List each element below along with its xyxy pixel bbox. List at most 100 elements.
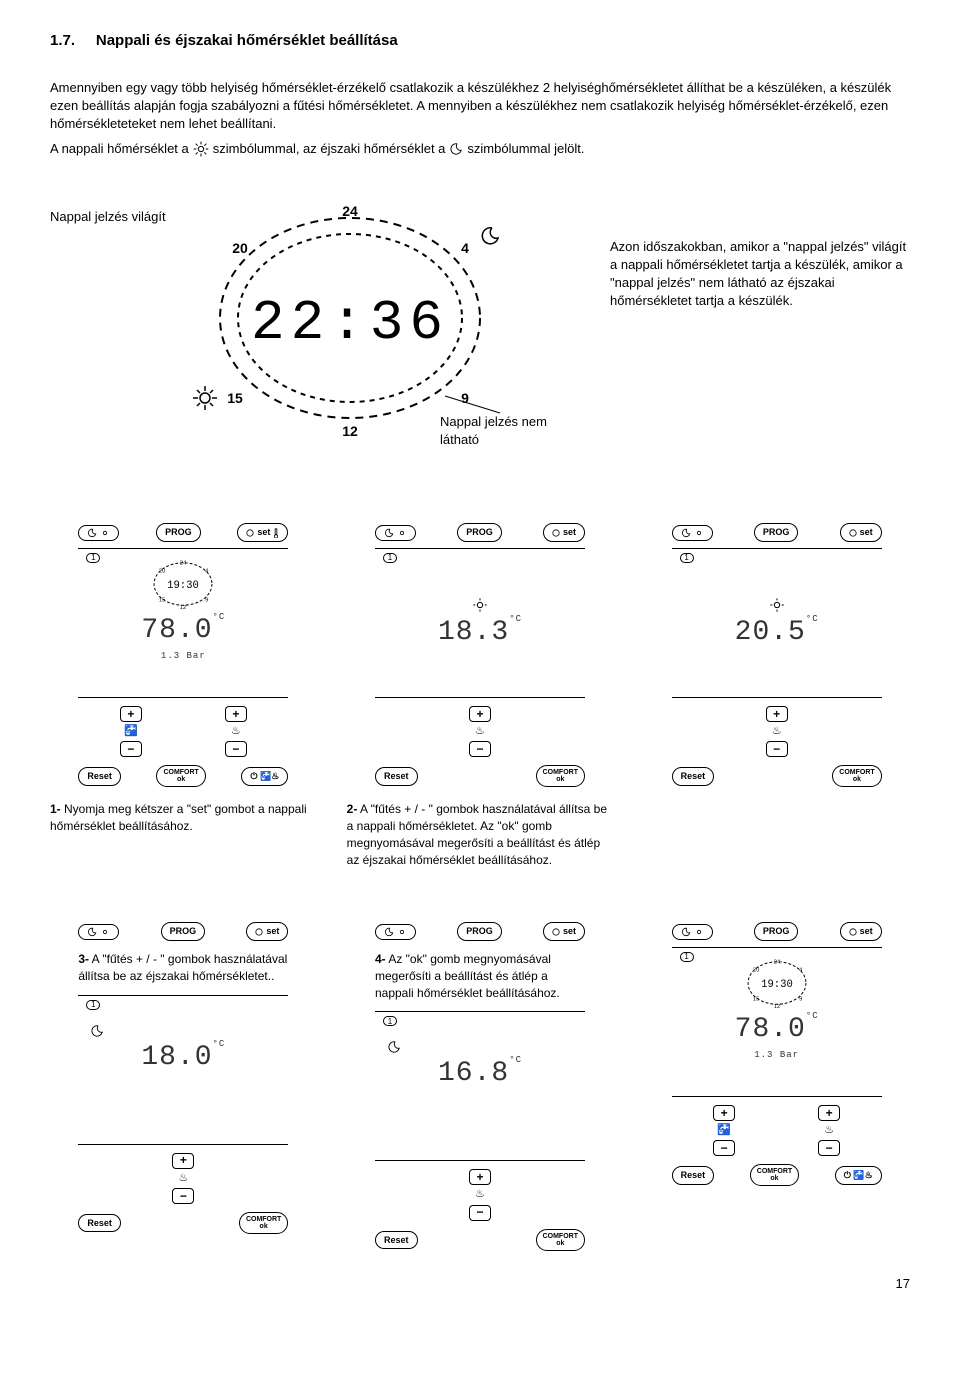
set-button[interactable]: set [246,922,288,941]
prog-button[interactable]: PROG [156,523,201,542]
prog-button[interactable]: PROG [161,922,206,941]
lcd-display: 1 18.0°C [78,995,288,1145]
steps-row-2: PROG set 3- A "fűtés + / - " gombok hasz… [50,918,910,1254]
set-button[interactable]: set [237,523,288,542]
set-button[interactable]: set [543,523,585,542]
svg-text:15: 15 [159,597,165,603]
comfort-ok-button[interactable]: COMFORTok [536,765,585,787]
step-panel-5: PROG set 4- Az "ok" gomb megnyomásával m… [347,918,614,1254]
page-number: 17 [50,1275,910,1293]
sun-icon [694,528,704,538]
svg-text:20: 20 [753,968,759,974]
info-icon: 1 [383,1016,397,1026]
info-icon: 1 [383,553,397,563]
sun-icon [193,141,209,157]
mode-pill[interactable] [78,525,119,541]
section-title-text: Nappali és éjszakai hőmérséklet beállítá… [96,32,398,49]
power-mode-button[interactable]: ⏻ 🚰♨ [241,767,288,786]
heat-minus[interactable]: − [766,741,788,757]
dial-figure: 24 20 4 15 9 12 22:36 Nappal jelzés nem … [180,198,580,450]
heat-plus[interactable]: + [172,1153,194,1169]
intro-p2-b: szimbólummal, az éjszaki hőmérséklet a [213,140,446,158]
moon-icon [87,528,97,538]
moon-icon [449,142,463,156]
clock-icon [246,529,254,537]
thermo-icon [273,528,279,538]
sun-icon [397,927,407,937]
reset-button[interactable]: Reset [78,767,121,786]
reset-button[interactable]: Reset [375,767,418,786]
prog-button[interactable]: PROG [457,922,502,941]
heat-plus[interactable]: + [818,1105,840,1121]
sun-icon [769,597,785,613]
reset-button[interactable]: Reset [672,1166,715,1185]
ok-label: ok [177,776,185,783]
prog-button[interactable]: PROG [457,523,502,542]
heat-plus[interactable]: + [766,706,788,722]
figure-right-text: Azon időszakokban, amikor a "nappal jelz… [610,238,910,311]
mode-pill[interactable] [375,924,416,940]
set-label: set [563,526,576,539]
tap-plus[interactable]: + [713,1105,735,1121]
radiator-icon: ♨ [475,724,485,739]
info-icon: 1 [86,553,100,563]
step-text-4: 4- Az "ok" gomb megnyomásával megerősíti… [375,951,585,1001]
power-mode-button[interactable]: ⏻ 🚰♨ [835,1166,882,1185]
comfort-ok-button[interactable]: COMFORTok [156,765,205,787]
svg-text:15: 15 [227,390,243,406]
svg-text:20: 20 [159,568,165,574]
set-button[interactable]: set [840,523,882,542]
clock-icon [552,928,560,936]
svg-text:24: 24 [180,561,187,567]
plusminus-row: +🚰− +♨− [78,706,288,757]
moon-icon [681,927,691,937]
section-heading: 1.7. Nappali és éjszakai hőmérséklet beá… [50,30,910,51]
set-label: set [257,526,270,539]
bar-display: 1.3 Bar [161,650,206,663]
mode-pill[interactable] [672,924,713,940]
reset-button[interactable]: Reset [672,767,715,786]
svg-text:24: 24 [773,960,780,966]
heat-minus[interactable]: − [469,741,491,757]
sun-icon [100,528,110,538]
moon-icon [384,528,394,538]
prog-button[interactable]: PROG [754,523,799,542]
tap-icon: 🚰 [717,1123,731,1138]
mode-pill[interactable] [672,525,713,541]
lcd-display: 1 24 204 159 12 19:30 78.0°C 1.3 Bar [78,548,288,698]
mode-pill[interactable] [375,525,416,541]
mini-dial: 24 204 159 12 19:30 [743,956,811,1010]
bar-display: 1.3 Bar [754,1049,799,1062]
heat-minus[interactable]: − [818,1140,840,1156]
steps-row-1: PROG set 1 24 204 159 12 19:30 78.0°C 1.… [50,519,910,878]
tap-icon: 🚰 [124,724,138,739]
svg-text:9: 9 [206,597,209,603]
info-icon: 1 [86,1000,100,1010]
set-button[interactable]: set [543,922,585,941]
moon-icon [384,927,394,937]
prog-button[interactable]: PROG [754,922,799,941]
mode-pill[interactable] [78,924,119,940]
comfort-ok-button[interactable]: COMFORTok [536,1229,585,1251]
reset-button[interactable]: Reset [375,1231,418,1250]
heat-plus[interactable]: + [225,706,247,722]
comfort-ok-button[interactable]: COMFORTok [832,765,881,787]
moon-icon [681,528,691,538]
reset-button[interactable]: Reset [78,1214,121,1233]
tap-minus[interactable]: − [120,741,142,757]
comfort-ok-button[interactable]: COMFORTok [239,1212,288,1234]
heat-minus[interactable]: − [172,1188,194,1204]
comfort-ok-button[interactable]: COMFORTok [750,1164,799,1186]
set-button[interactable]: set [840,922,882,941]
intro-paragraph-2: A nappali hőmérséklet a szimbólummal, az… [50,140,910,158]
heat-plus[interactable]: + [469,1169,491,1185]
clock-icon [849,529,857,537]
svg-text:15: 15 [753,996,759,1002]
temp-display: 18.3°C [438,613,522,652]
heat-minus[interactable]: − [225,741,247,757]
svg-text:20: 20 [232,240,248,256]
heat-minus[interactable]: − [469,1205,491,1221]
tap-minus[interactable]: − [713,1140,735,1156]
heat-plus[interactable]: + [469,706,491,722]
tap-plus[interactable]: + [120,706,142,722]
